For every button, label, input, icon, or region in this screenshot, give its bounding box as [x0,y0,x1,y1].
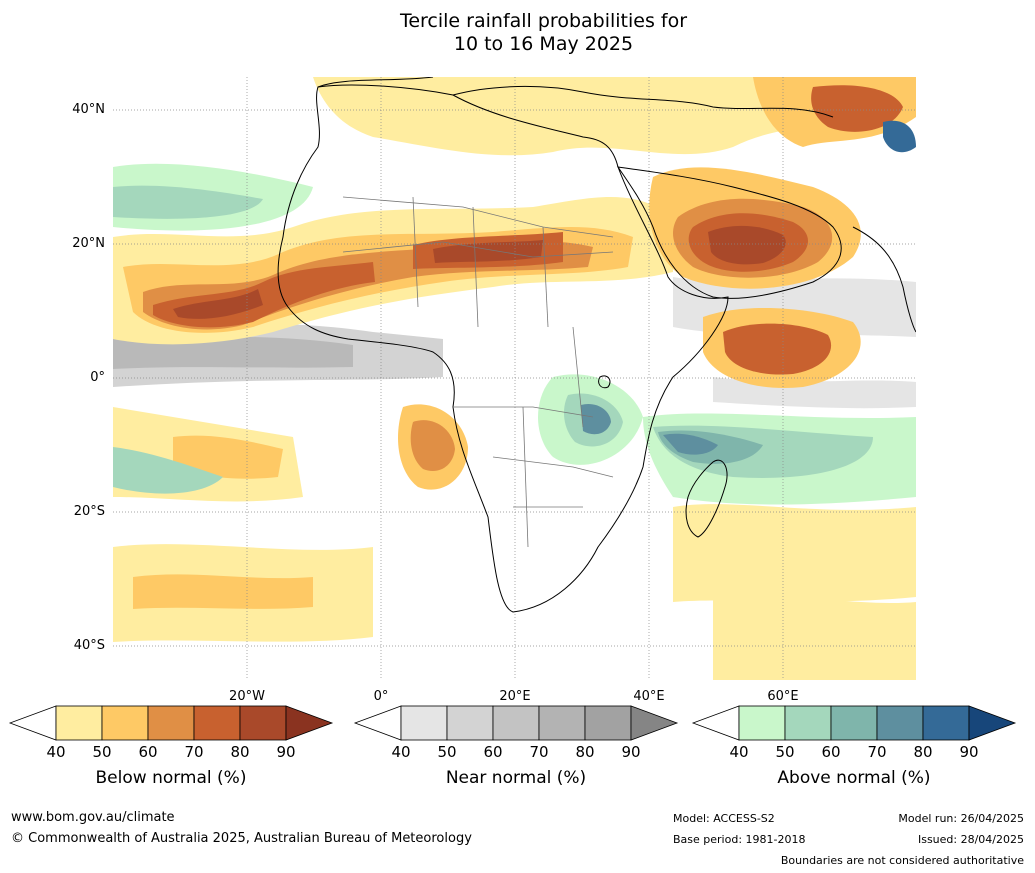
tick-label: 80 [575,743,595,761]
colorbar-swatch [147,705,195,741]
country-borders [342,196,614,548]
above-normal-region [663,433,718,455]
colorbar-swatch [101,705,149,741]
tick-label: 90 [959,743,979,761]
colorbar-below-title: Below normal (%) [95,768,247,788]
title-line-1: Tercile rainfall probabilities for [399,10,688,32]
colorbar-swatch [193,705,241,741]
copyright-text: © Commonwealth of Australia 2025, Austra… [11,831,472,846]
tick-label: 60 [821,743,841,761]
model-name: Model: ACCESS-S2 [673,812,775,825]
colorbar-swatch [876,705,924,741]
lat-label-20n: 20°N [72,236,105,251]
tick-label: 90 [621,743,641,761]
lat-label-0: 0° [90,370,105,385]
boundaries-disclaimer: Boundaries are not considered authoritat… [780,854,1024,867]
map-canvas [113,77,916,680]
colorbar-near-normal-svg [353,705,679,741]
tick-label: 60 [138,743,158,761]
website-link[interactable]: www.bom.gov.au/climate [11,810,175,825]
graticule [113,77,916,680]
tick-label: 80 [230,743,250,761]
lon-label-40e: 40°E [633,689,665,704]
issued-date: Issued: 28/04/2025 [917,833,1024,846]
tick-label: 60 [483,743,503,761]
colorbar-swatch [538,705,586,741]
europe-coastline [317,77,834,118]
colorbar-swatch [830,705,878,741]
below-normal-region [708,225,786,265]
colorbar-under-arrow [353,705,402,741]
tick-label: 70 [184,743,204,761]
colorbar-swatch [784,705,832,741]
tick-label: 40 [391,743,411,761]
lat-label-40s: 40°S [73,638,105,653]
colorbar-swatch [738,705,786,741]
tick-label: 70 [529,743,549,761]
below-normal-region [410,420,455,471]
colorbar-swatch [55,705,103,741]
colorbar-under-arrow [691,705,740,741]
colorbar-over-arrow [630,705,679,741]
colorbar-below-normal [8,705,334,741]
colorbar-swatch [400,705,448,741]
lat-label-40n: 40°N [72,102,105,117]
tick-label: 50 [92,743,112,761]
lon-label-60e: 60°E [767,689,799,704]
colorbar-below-normal-svg [8,705,334,741]
tick-label: 90 [276,743,296,761]
map-title: Tercile rainfall probabilities for 10 to… [0,10,1035,56]
tick-label: 50 [437,743,457,761]
below-normal-region [433,240,543,263]
lon-label-0: 0° [373,689,389,704]
below-normal-region [173,435,283,479]
below-normal-region [811,85,903,132]
above-normal-region [581,403,611,435]
base-period: Base period: 1981-2018 [673,833,806,846]
colorbar-above-normal-svg [691,705,1017,741]
lon-label-20w: 20°W [229,689,265,704]
colorbar-swatch [446,705,494,741]
colorbar-under-arrow [8,705,57,741]
tick-label: 40 [729,743,749,761]
colorbar-over-arrow [285,705,334,741]
tick-label: 70 [867,743,887,761]
below-normal-region [673,504,916,602]
below-normal-region [173,289,263,319]
tick-label: 80 [913,743,933,761]
above-normal-region [883,120,916,153]
colorbar-over-arrow [968,705,1017,741]
colorbar-swatch [492,705,540,741]
below-normal-region [713,595,916,680]
colorbar-swatch [922,705,970,741]
india-coastline [852,226,916,333]
colorbar-near-normal [353,705,679,741]
below-normal-region [723,323,832,375]
coastlines [277,77,916,613]
rainfall-probability-map [113,77,916,680]
madagascar-coastline [685,459,728,538]
model-run: Model run: 26/04/2025 [898,812,1024,825]
colorbar-swatch [584,705,632,741]
title-line-2: 10 to 16 May 2025 [453,33,634,55]
lon-label-20e: 20°E [499,689,531,704]
colorbar-above-normal [691,705,1017,741]
arabia-coastline [616,166,842,299]
colorbar-above-title: Above normal (%) [777,768,931,788]
above-normal-region [113,447,223,494]
below-normal-region [133,574,313,609]
lake-victoria [598,375,611,389]
colorbar-near-title: Near normal (%) [445,768,587,788]
above-normal-region [113,185,263,219]
tick-label: 50 [775,743,795,761]
africa-coastline [277,84,729,613]
tick-label: 40 [46,743,66,761]
colorbar-swatch [239,705,287,741]
lat-label-20s: 20°S [73,504,105,519]
